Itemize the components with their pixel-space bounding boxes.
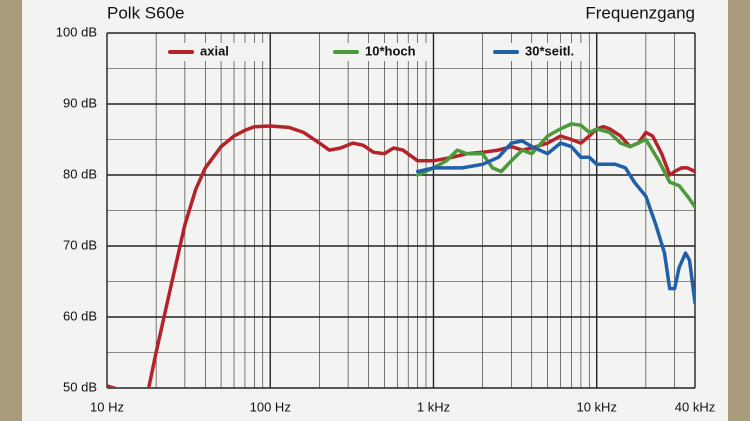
legend-label: axial <box>200 43 229 58</box>
x-tick-label: 100 Hz <box>250 399 291 414</box>
x-tick-label: 10 kHz <box>576 399 616 414</box>
chart-title: Polk S60e <box>107 3 185 22</box>
x-tick-label: 1 kHz <box>417 399 450 414</box>
y-tick-label: 90 dB <box>63 95 97 110</box>
y-tick-label: 70 dB <box>63 237 97 252</box>
x-tick-label: 40 kHz <box>675 399 715 414</box>
series-line <box>415 139 695 305</box>
y-tick-label: 100 dB <box>56 24 97 39</box>
legend-label: 30*seitl. <box>525 43 574 58</box>
legend-bg <box>329 43 429 61</box>
y-tick-label: 60 dB <box>63 308 97 323</box>
y-tick-label: 80 dB <box>63 166 97 181</box>
legend-bg <box>164 43 264 61</box>
y-tick-label: 50 dB <box>63 379 97 394</box>
x-tick-label: 10 Hz <box>90 399 124 414</box>
series-line <box>415 122 695 209</box>
legend-label: 10*hoch <box>365 43 416 58</box>
legend-bg <box>489 43 589 61</box>
chart-subtitle: Frequenzgang <box>585 3 695 22</box>
